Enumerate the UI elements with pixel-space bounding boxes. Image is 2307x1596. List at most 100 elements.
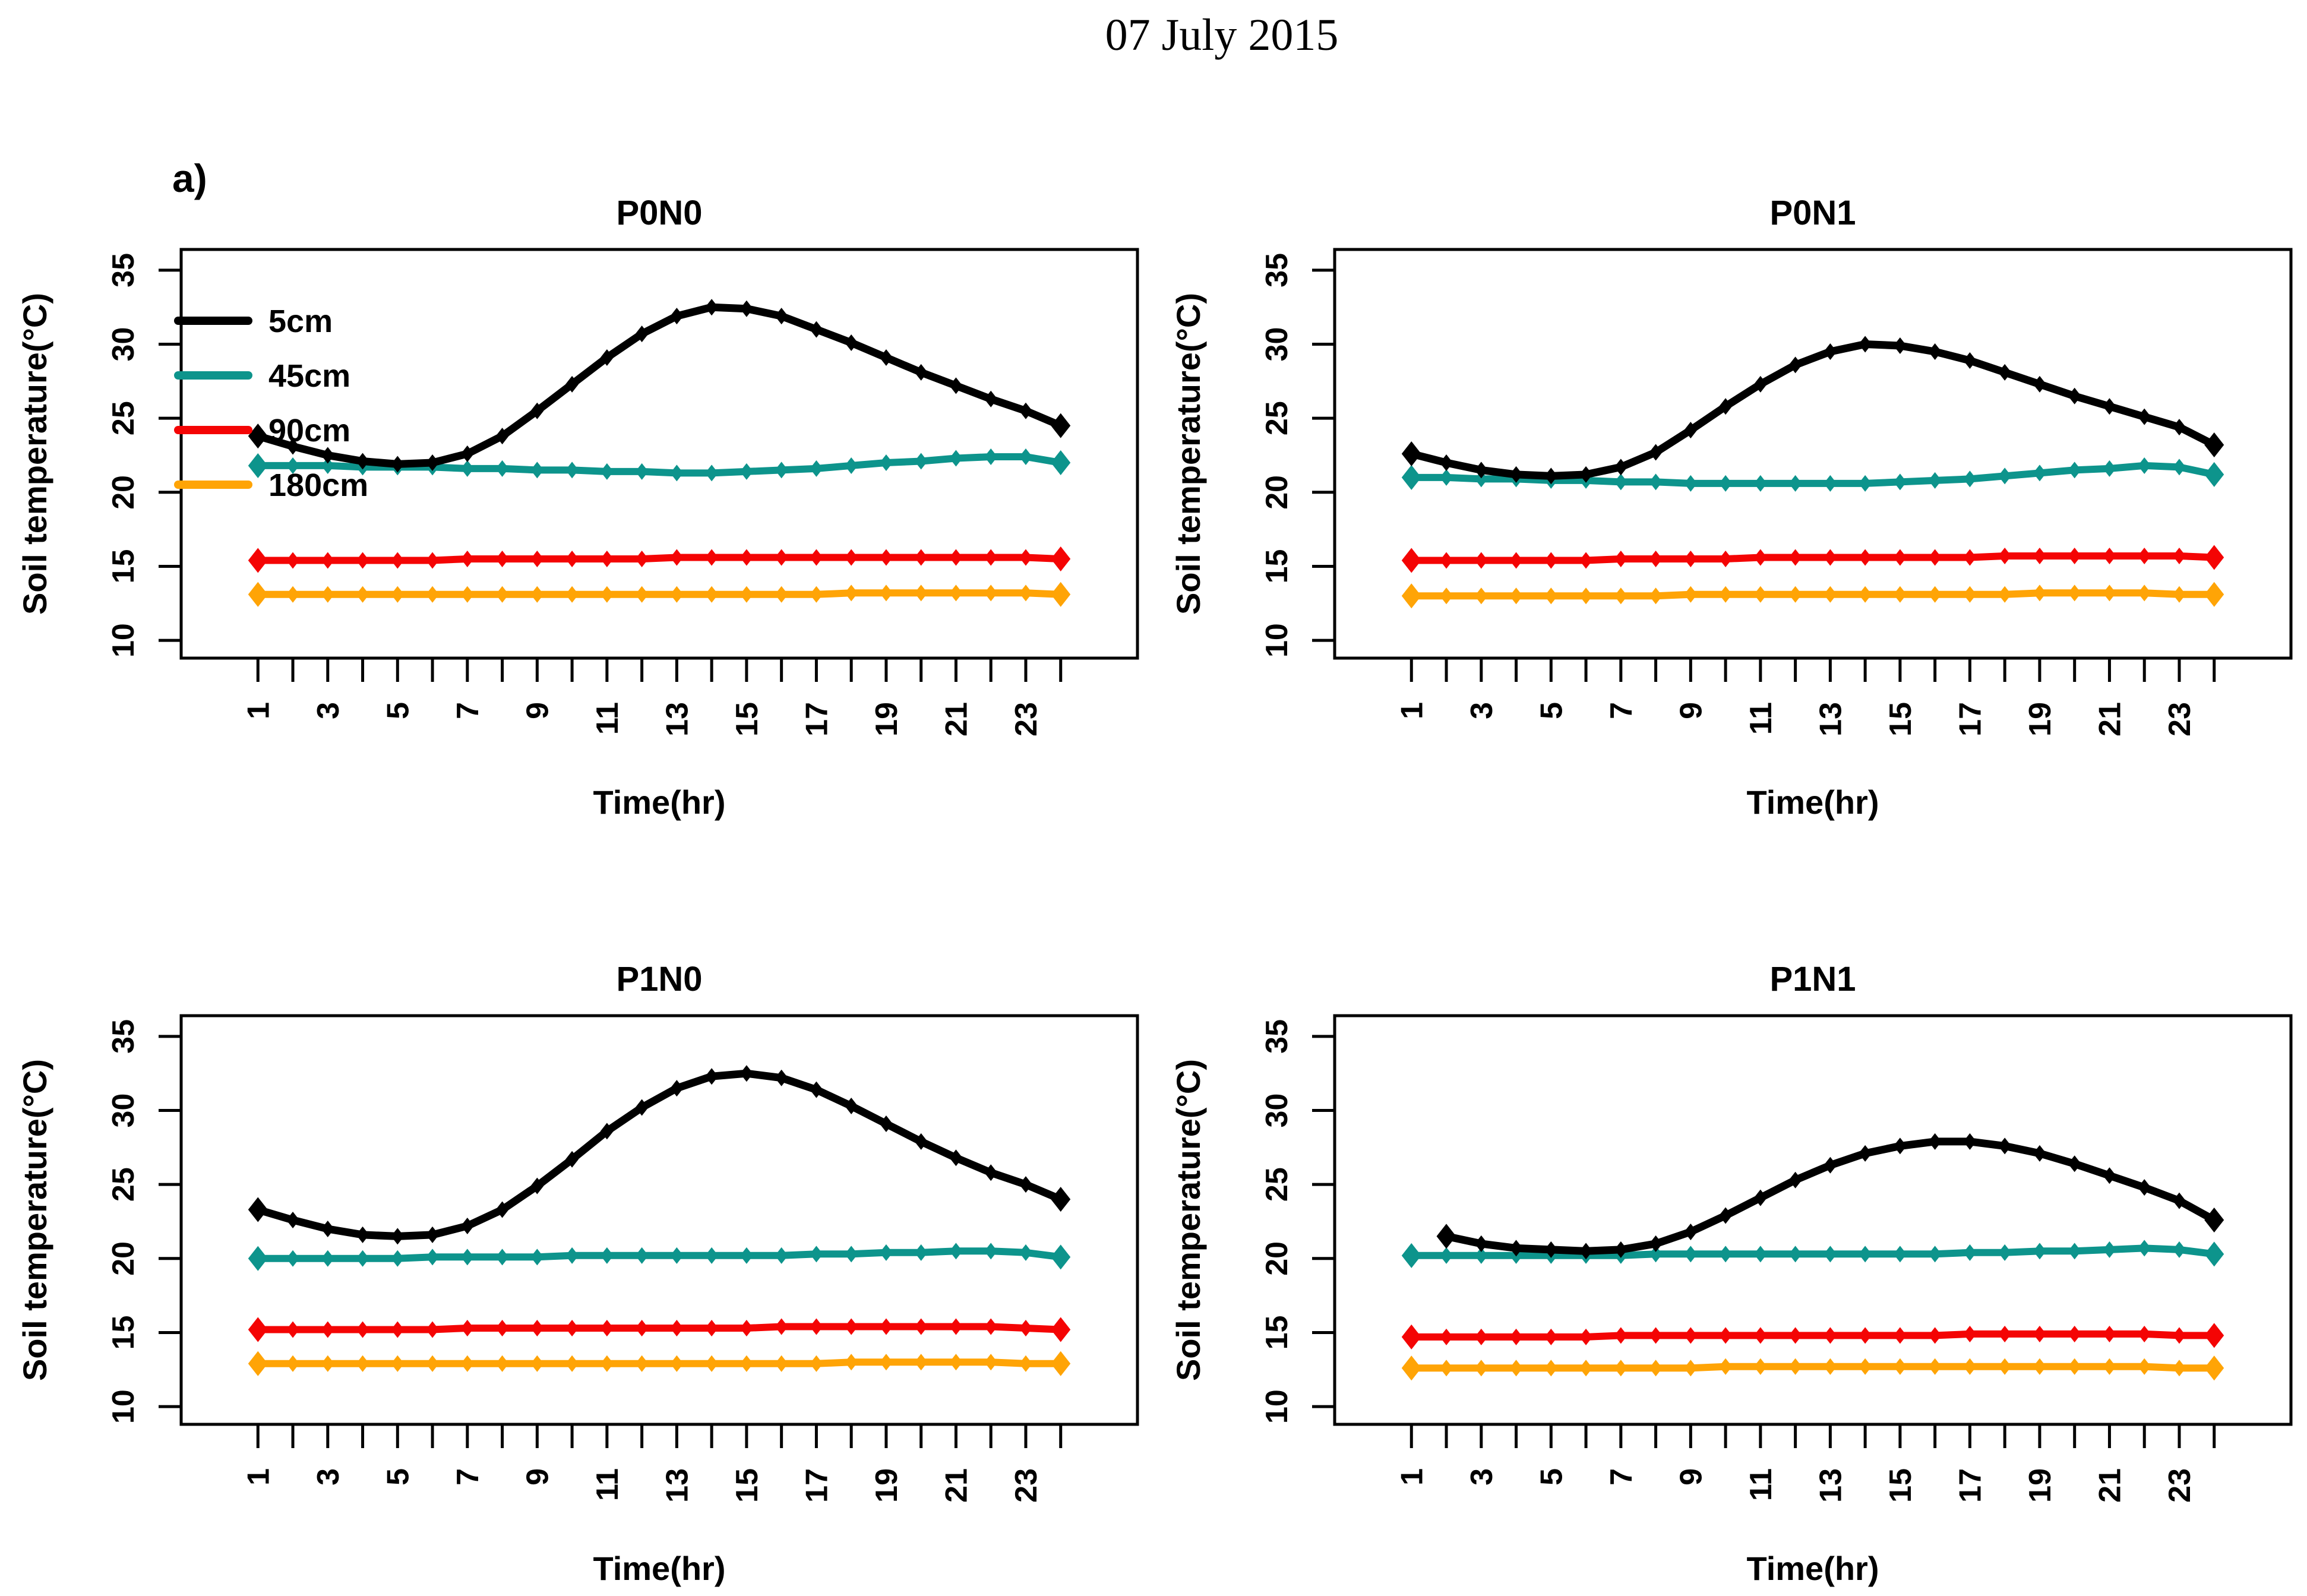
x-tick-label: 23 bbox=[1009, 1468, 1044, 1503]
series-marker-180cm bbox=[565, 1355, 579, 1372]
series-marker-90cm bbox=[1893, 549, 1907, 566]
panel-letter-label: a) bbox=[172, 156, 207, 200]
series-line-5cm bbox=[254, 303, 1065, 468]
series-marker-5cm bbox=[1401, 441, 1421, 466]
series-marker-90cm bbox=[565, 550, 579, 567]
series-marker-90cm bbox=[1963, 549, 1977, 566]
series-marker-180cm bbox=[2204, 581, 2224, 607]
series-marker-45cm bbox=[2033, 1243, 2046, 1260]
series-marker-180cm bbox=[1509, 587, 1523, 605]
series-marker-5cm bbox=[1544, 467, 1558, 485]
series-marker-180cm bbox=[2172, 586, 2186, 603]
series-marker-180cm bbox=[248, 1351, 268, 1376]
series-marker-180cm bbox=[1928, 1358, 1942, 1375]
series-marker-45cm bbox=[2068, 1243, 2081, 1260]
series-marker-45cm bbox=[1649, 473, 1663, 491]
x-tick-label: 7 bbox=[1604, 1468, 1639, 1486]
series-marker-180cm bbox=[286, 1355, 300, 1372]
series-marker-180cm bbox=[1684, 1360, 1698, 1377]
series-marker-5cm bbox=[1649, 1235, 1663, 1252]
series-marker-5cm bbox=[705, 1068, 719, 1085]
x-tick-label: 5 bbox=[381, 702, 415, 719]
series-90cm bbox=[1401, 545, 2224, 573]
series-marker-180cm bbox=[1474, 1360, 1488, 1377]
x-tick-label: 7 bbox=[451, 702, 485, 719]
series-marker-45cm bbox=[914, 1244, 928, 1261]
y-tick-label: 35 bbox=[1260, 253, 1294, 287]
series-marker-90cm bbox=[2033, 548, 2046, 564]
series-marker-90cm bbox=[1019, 549, 1032, 566]
series-marker-45cm bbox=[1649, 1246, 1663, 1263]
y-axis-label: Soil temperature(°C) bbox=[16, 1059, 53, 1381]
series-5cm bbox=[248, 1065, 1071, 1245]
series-marker-180cm bbox=[1963, 1358, 1977, 1375]
series-90cm bbox=[248, 546, 1071, 573]
series-marker-90cm bbox=[1824, 549, 1837, 566]
series-marker-5cm bbox=[1684, 1223, 1698, 1240]
series-marker-5cm bbox=[1649, 444, 1663, 461]
series-marker-5cm bbox=[565, 1151, 579, 1168]
series-marker-45cm bbox=[1998, 1244, 2012, 1261]
y-tick-label: 15 bbox=[106, 1316, 141, 1350]
series-marker-45cm bbox=[530, 462, 544, 479]
series-marker-90cm bbox=[530, 1319, 544, 1336]
series-marker-45cm bbox=[1998, 467, 2012, 485]
x-tick-label: 19 bbox=[2023, 1468, 2058, 1503]
series-marker-5cm bbox=[2204, 432, 2224, 458]
series-marker-5cm bbox=[1614, 459, 1627, 476]
series-marker-5cm bbox=[879, 1115, 893, 1132]
series-marker-5cm bbox=[1719, 1207, 1733, 1224]
series-marker-45cm bbox=[1051, 1244, 1071, 1270]
x-tick-label: 17 bbox=[799, 702, 834, 737]
x-tick-label: 15 bbox=[1883, 1468, 1918, 1503]
series-marker-45cm bbox=[845, 457, 858, 474]
series-marker-90cm bbox=[739, 1319, 753, 1336]
series-marker-90cm bbox=[1788, 549, 1802, 566]
series-marker-5cm bbox=[495, 1201, 509, 1218]
series-marker-5cm bbox=[1859, 1145, 1872, 1162]
series-marker-180cm bbox=[460, 586, 474, 603]
series-marker-90cm bbox=[2033, 1325, 2046, 1342]
series-marker-5cm bbox=[810, 321, 823, 338]
y-tick-label: 10 bbox=[106, 1389, 141, 1424]
x-tick-label: 3 bbox=[311, 1468, 346, 1486]
series-marker-5cm bbox=[565, 375, 579, 393]
x-tick-label: 23 bbox=[2163, 702, 2197, 737]
y-tick-label: 30 bbox=[106, 1094, 141, 1128]
series-marker-180cm bbox=[635, 1355, 649, 1372]
series-marker-5cm bbox=[1998, 1137, 2012, 1155]
series-marker-5cm bbox=[1963, 352, 1977, 369]
series-marker-5cm bbox=[739, 1065, 753, 1082]
series-90cm bbox=[248, 1317, 1071, 1342]
series-marker-45cm bbox=[1684, 1246, 1698, 1263]
series-marker-45cm bbox=[600, 463, 614, 480]
series-marker-180cm bbox=[2033, 584, 2046, 602]
series-marker-5cm bbox=[530, 402, 544, 419]
x-tick-label: 9 bbox=[1674, 702, 1708, 719]
series-marker-90cm bbox=[248, 548, 268, 573]
series-marker-5cm bbox=[1440, 454, 1453, 471]
x-tick-label: 11 bbox=[590, 1468, 625, 1501]
series-marker-90cm bbox=[1963, 1325, 1977, 1342]
series-marker-45cm bbox=[1401, 1243, 1421, 1268]
series-marker-180cm bbox=[286, 586, 300, 603]
series-marker-5cm bbox=[460, 445, 474, 462]
series-marker-45cm bbox=[670, 1247, 684, 1264]
series-marker-45cm bbox=[248, 1246, 268, 1271]
series-marker-180cm bbox=[1614, 587, 1627, 605]
series-marker-5cm bbox=[1824, 1156, 1837, 1174]
y-tick-label: 25 bbox=[106, 401, 141, 435]
series-marker-180cm bbox=[1859, 1358, 1872, 1375]
series-marker-5cm bbox=[775, 308, 788, 325]
series-marker-90cm bbox=[739, 549, 753, 566]
x-axis-label: Time(hr) bbox=[1747, 1550, 1879, 1587]
series-marker-5cm bbox=[1824, 343, 1837, 360]
series-marker-180cm bbox=[1614, 1360, 1627, 1377]
series-marker-180cm bbox=[565, 586, 579, 603]
series-marker-5cm bbox=[1893, 1137, 1907, 1155]
series-marker-5cm bbox=[495, 428, 509, 445]
series-marker-180cm bbox=[495, 586, 509, 603]
series-marker-180cm bbox=[1401, 583, 1421, 609]
